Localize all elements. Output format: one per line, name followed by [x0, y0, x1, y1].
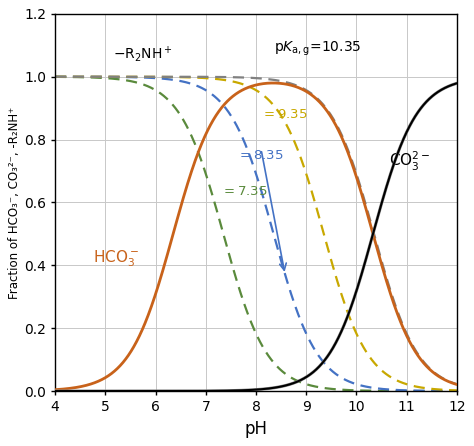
Y-axis label: Fraction of HCO₃⁻, CO₃²⁻, -R₂NH⁺: Fraction of HCO₃⁻, CO₃²⁻, -R₂NH⁺	[9, 106, 21, 298]
Text: p$K_{\mathrm{a,g}}$=10.35: p$K_{\mathrm{a,g}}$=10.35	[273, 40, 361, 58]
Text: $-\mathrm{R_2NH^+}$: $-\mathrm{R_2NH^+}$	[113, 45, 173, 64]
Text: $\mathrm{CO_3^{2-}}$: $\mathrm{CO_3^{2-}}$	[389, 150, 430, 173]
Text: $=8.35$: $=8.35$	[237, 149, 283, 162]
X-axis label: pH: pH	[245, 420, 267, 438]
Text: $=7.35$: $=7.35$	[221, 185, 267, 198]
Text: $\mathrm{HCO_3^-}$: $\mathrm{HCO_3^-}$	[93, 249, 139, 269]
Text: $=9.35$: $=9.35$	[261, 108, 308, 121]
